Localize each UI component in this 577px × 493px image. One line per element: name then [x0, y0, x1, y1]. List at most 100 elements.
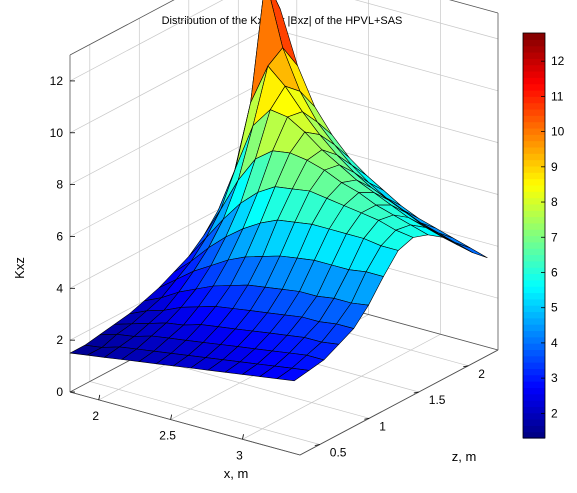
colorbar-segment	[523, 96, 545, 104]
x-tick-mark	[242, 434, 244, 440]
axis-ticks: 0 2 4 6 8 10 12 2 2.5 3 0.5 1 1.5 2	[50, 74, 486, 462]
colorbar-segment	[523, 229, 545, 237]
colorbar-segment	[523, 64, 545, 72]
colorbar-segment	[523, 431, 545, 439]
colorbar-segment	[523, 400, 545, 407]
colorbar-segment	[523, 343, 545, 351]
surface-plot	[69, 0, 488, 382]
axes-box-edge	[449, 0, 499, 14]
colorbar-tick-label: 4	[551, 336, 558, 350]
colorbar-tick-label: 9	[551, 160, 558, 174]
colorbar-tick-label: 3	[551, 371, 558, 385]
colorbar-segment	[523, 77, 545, 85]
y-tick-mark	[364, 417, 370, 420]
colorbar-segment	[523, 159, 545, 167]
y-tick-label: 1.5	[429, 393, 446, 407]
y-axis-label: z, m	[452, 449, 477, 464]
colorbar-tick-label: 5	[551, 301, 558, 315]
colorbar-segment	[523, 121, 545, 129]
colorbar-segment	[523, 298, 545, 306]
colorbar-segment	[523, 216, 545, 224]
colorbar-segment	[523, 305, 545, 313]
colorbar-segment	[523, 336, 545, 344]
colorbar-segment	[523, 317, 545, 325]
colorbar-segment	[523, 108, 545, 116]
colorbar-segment	[523, 134, 545, 142]
surface-patch	[454, 242, 488, 259]
colorbar-segment	[523, 406, 545, 414]
colorbar-tick-label: 8	[551, 195, 558, 209]
colorbar-tick-label: 10	[551, 125, 565, 139]
x-tick-mark	[170, 414, 173, 420]
colorbar-segment	[523, 419, 545, 426]
colorbar-segment	[523, 235, 545, 243]
colorbar-segment	[523, 393, 545, 401]
colorbar-segment	[523, 381, 545, 388]
colorbar-segment	[523, 165, 545, 173]
y-tick-label: 1	[379, 419, 386, 433]
colorbar-segment	[523, 241, 545, 249]
colorbar-segment	[523, 210, 545, 218]
x-tick-label: 2.5	[159, 429, 176, 443]
surface-patch	[437, 232, 471, 249]
colorbar-segment	[523, 127, 545, 135]
colorbar-segment	[523, 222, 545, 230]
colorbar-segment	[523, 330, 545, 338]
colorbar-segment	[523, 203, 545, 211]
colorbar-segment	[523, 355, 545, 363]
colorbar-segment	[523, 273, 545, 281]
colorbar-segment	[523, 286, 545, 294]
colorbar-segment	[523, 89, 545, 97]
y-tick-mark	[413, 391, 419, 394]
colorbar-segment	[523, 425, 545, 433]
colorbar-tick-label: 2	[551, 406, 558, 420]
colorbar-segment	[523, 368, 545, 376]
x-tick-mark	[98, 394, 101, 400]
surface-patch	[276, 367, 310, 382]
z-tick-label: 12	[50, 74, 64, 88]
y-tick-label: 0.5	[330, 446, 347, 460]
z-tick-label: 0	[56, 385, 63, 399]
colorbar-segment	[523, 172, 545, 180]
x-tick-label: 2	[92, 409, 99, 423]
x-tick-label: 3	[236, 448, 243, 462]
z-tick-label: 4	[56, 281, 63, 295]
z-axis-label: Kxz	[12, 257, 27, 279]
colorbar-segment	[523, 324, 545, 332]
colorbar-segment	[523, 140, 545, 148]
colorbar-segment	[523, 39, 545, 47]
colorbar-segment	[523, 248, 545, 256]
colorbar-segment	[523, 146, 545, 154]
axes-box-front	[69, 349, 499, 456]
y-tick-label: 2	[478, 367, 485, 381]
colorbar-segment	[523, 362, 545, 369]
colorbar-segment	[523, 374, 545, 382]
colorbar-segment	[523, 387, 545, 395]
axes-box-edge	[69, 0, 175, 56]
colorbar-segment	[523, 260, 545, 268]
z-tick-label: 8	[56, 178, 63, 192]
z-tick-label: 10	[50, 126, 64, 140]
colorbar-tick-label: 6	[551, 265, 558, 279]
colorbar-tick-label: 7	[551, 230, 558, 244]
colorbar-segment	[523, 279, 545, 287]
y-tick-mark	[314, 444, 320, 446]
colorbar: 2 3 4 5 6 7 8 9 10 11 12	[522, 32, 565, 439]
colorbar-tick-label: 11	[551, 89, 564, 103]
colorbar-segment	[523, 349, 545, 357]
z-grid-line	[69, 0, 499, 82]
colorbar-segment	[523, 45, 545, 53]
z-tick-label: 2	[56, 333, 63, 347]
axes-box-edge	[69, 349, 499, 456]
colorbar-segment	[523, 267, 545, 275]
z-tick-label: 6	[56, 229, 63, 243]
colorbar-segment	[523, 178, 545, 186]
colorbar-segment	[523, 191, 545, 199]
colorbar-segment	[523, 254, 545, 262]
colorbar-frame	[522, 32, 546, 439]
colorbar-segment	[523, 115, 545, 123]
x-axis-label: x, m	[224, 466, 249, 481]
colorbar-segment	[523, 311, 545, 319]
colorbar-segment	[523, 58, 545, 66]
